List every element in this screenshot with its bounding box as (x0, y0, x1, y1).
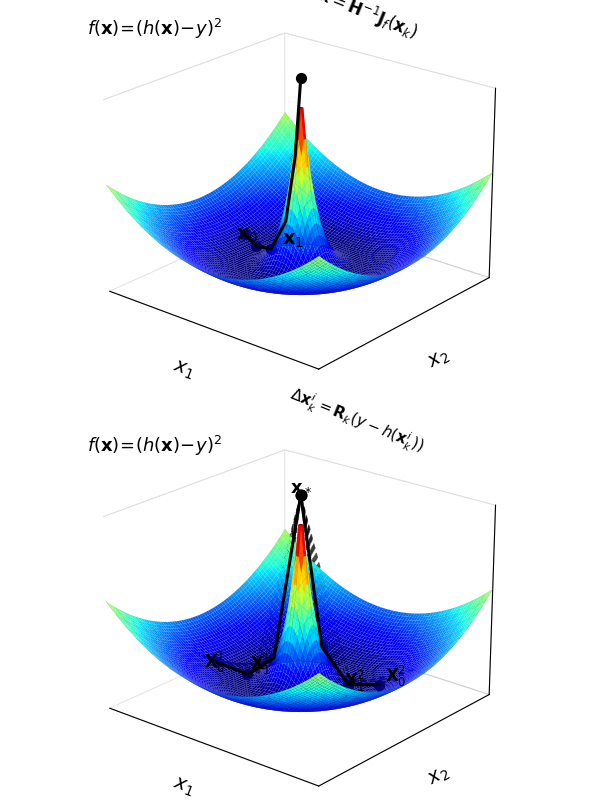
X-axis label: $x_1$: $x_1$ (171, 774, 196, 799)
Text: $f(\mathbf{x})\!=\!(h(\mathbf{x})\!-\!y)^2$: $f(\mathbf{x})\!=\!(h(\mathbf{x})\!-\!y)… (87, 17, 222, 40)
Text: $\Delta\mathbf{x} = \mathbf{H}^{-1}\mathbf{J}_f(\mathbf{x}_k)$: $\Delta\mathbf{x} = \mathbf{H}^{-1}\math… (303, 0, 421, 45)
Text: $f(\mathbf{x})\!=\!(h(\mathbf{x})\!-\!y)^2$: $f(\mathbf{x})\!=\!(h(\mathbf{x})\!-\!y)… (87, 433, 222, 458)
Y-axis label: $x_2$: $x_2$ (425, 347, 453, 373)
Y-axis label: $x_2$: $x_2$ (425, 764, 453, 790)
X-axis label: $x_1$: $x_1$ (171, 357, 196, 382)
Text: $\Delta\mathbf{x}_k^i = \mathbf{R}_k(y - h(\mathbf{x}_k^i))$: $\Delta\mathbf{x}_k^i = \mathbf{R}_k(y -… (287, 383, 428, 458)
